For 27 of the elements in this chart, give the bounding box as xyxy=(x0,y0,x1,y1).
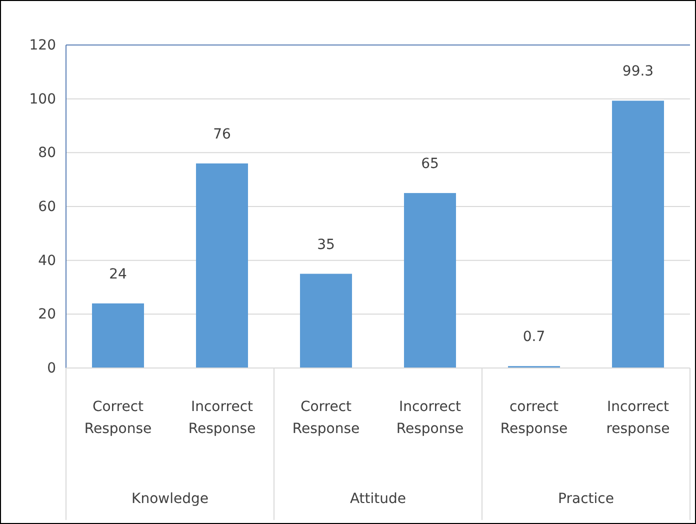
data-label: 65 xyxy=(421,156,439,172)
text: Practice xyxy=(558,491,614,507)
x-tick-label: correct Response xyxy=(500,399,568,437)
y-tick-label: 60 xyxy=(38,198,56,215)
y-tick-label: 120 xyxy=(29,37,56,54)
y-tick-label: 20 xyxy=(38,306,56,323)
bar xyxy=(404,193,456,368)
data-label: 99.3 xyxy=(622,64,654,80)
y-tick-label: 40 xyxy=(38,252,56,269)
x-tick-label: Correct Response xyxy=(84,399,152,437)
y-tick-label: 100 xyxy=(29,91,56,108)
data-label: 76 xyxy=(213,126,231,142)
data-label: 24 xyxy=(109,266,127,282)
y-tick-label: 80 xyxy=(38,145,56,162)
bar xyxy=(612,100,664,368)
bar xyxy=(196,163,248,368)
bar xyxy=(92,303,144,368)
data-label: 0.7 xyxy=(522,329,546,346)
x-tick-label: Incorrect Response xyxy=(396,399,464,437)
y-tick-label: 0 xyxy=(47,360,56,376)
text: Attitude xyxy=(350,491,406,507)
text: Knowledge xyxy=(132,491,208,507)
x-tick-label: Correct Response xyxy=(292,399,360,437)
x-tick-label: Incorrect Response xyxy=(188,399,256,437)
data-label: 35 xyxy=(317,236,335,253)
x-tick-label: Incorrect response xyxy=(606,399,670,437)
bar xyxy=(300,274,352,368)
